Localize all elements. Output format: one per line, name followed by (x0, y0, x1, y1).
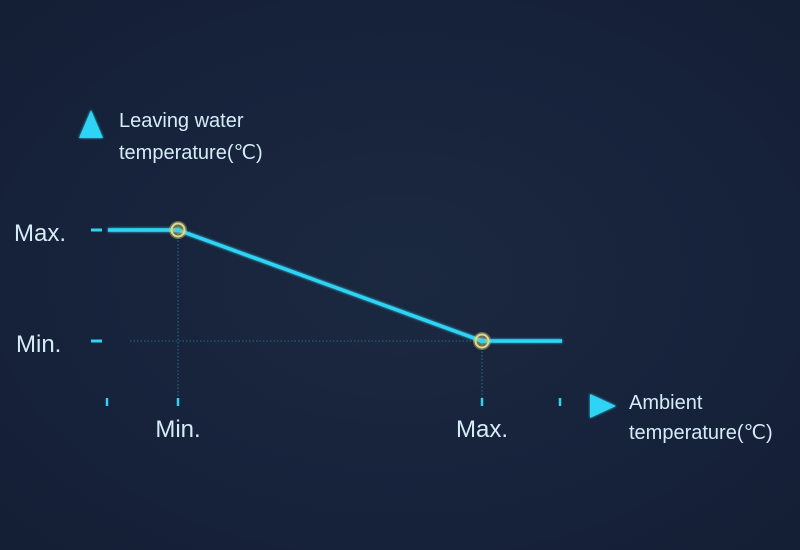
y-axis-title-line2: temperature(℃) (119, 142, 263, 164)
x-axis-title-line1: Ambient (629, 392, 703, 414)
y-tick-label-min: Min. (16, 331, 61, 358)
breakpoint-marker-min (473, 332, 491, 350)
y-axis-title-line1: Leaving water (119, 110, 244, 132)
arrow-up-icon (79, 110, 103, 138)
y-tick-label-max: Max. (14, 220, 66, 247)
arrow-right-icon (590, 394, 616, 418)
breakpoint-marker-max (169, 221, 187, 239)
x-tick-label-min: Min. (155, 416, 200, 443)
leaving-water-curve (108, 228, 562, 343)
x-tick-label-max: Max. (456, 416, 508, 443)
x-axis-title-line2: temperature(℃) (629, 422, 773, 444)
